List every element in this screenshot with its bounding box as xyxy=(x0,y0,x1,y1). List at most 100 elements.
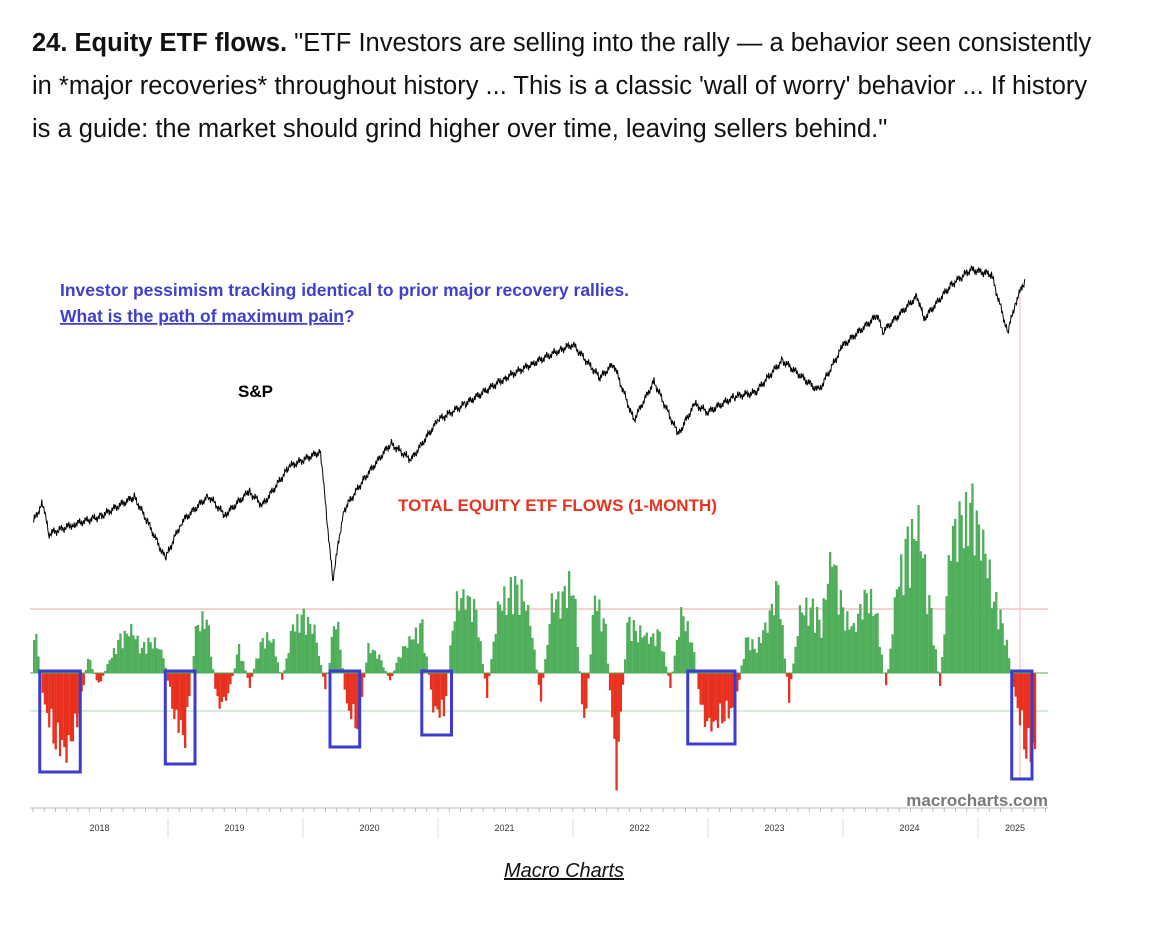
inflow-bar xyxy=(527,605,530,673)
inflow-bar xyxy=(119,633,122,673)
inflow-bar xyxy=(984,553,987,673)
outflow-bar xyxy=(1018,673,1022,726)
outflow-bar xyxy=(432,673,435,713)
inflow-bar xyxy=(854,632,858,673)
inflow-bar xyxy=(872,615,875,673)
inflow-bar xyxy=(755,652,758,673)
inflow-bar xyxy=(283,670,286,673)
inflow-bar xyxy=(591,615,594,673)
inflow-bar xyxy=(194,626,198,673)
inflow-bar xyxy=(516,584,519,673)
inflow-bar xyxy=(576,647,579,673)
inflow-bar xyxy=(863,589,866,673)
inflow-bar xyxy=(106,664,109,673)
inflow-bar xyxy=(1003,645,1006,673)
inflow-bar xyxy=(143,642,146,673)
inflow-bar xyxy=(574,599,577,673)
inflow-bar xyxy=(995,592,998,673)
inflow-bar xyxy=(158,649,161,673)
outflow-bar xyxy=(322,673,325,677)
inflow-bar xyxy=(520,579,523,673)
inflow-bar xyxy=(255,658,258,673)
outflow-bar xyxy=(56,673,59,723)
inflow-bar xyxy=(740,665,743,673)
inflow-bar xyxy=(928,595,931,673)
inflow-bar xyxy=(130,624,133,673)
highlight-box xyxy=(420,669,453,737)
inflow-bar xyxy=(306,617,310,673)
outflow-bar xyxy=(65,673,68,763)
outflow-bar xyxy=(1014,673,1017,697)
outflow-bar xyxy=(363,673,366,678)
inflow-bar xyxy=(410,639,413,673)
inflow-bar xyxy=(686,621,689,673)
outflow-bar xyxy=(177,673,180,733)
inflow-bar xyxy=(794,646,797,673)
inflow-bar xyxy=(108,660,111,673)
inflow-bar xyxy=(665,666,668,673)
inflow-bar xyxy=(805,597,808,673)
inflow-bar xyxy=(682,616,685,673)
inflow-bar xyxy=(598,599,601,673)
outflow-bar xyxy=(1020,673,1024,711)
x-tick-label: 2022 xyxy=(629,823,649,833)
inflow-bar xyxy=(330,637,333,673)
inflow-bar xyxy=(35,634,38,673)
inflow-bar xyxy=(272,639,275,673)
outflow-bar xyxy=(76,673,79,728)
inflow-bar xyxy=(749,650,752,673)
inflow-bar xyxy=(535,669,538,673)
inflow-bar xyxy=(876,613,879,673)
inflow-bar xyxy=(962,548,965,673)
inflow-bar xyxy=(199,631,202,673)
inflow-bar xyxy=(86,658,90,673)
inflow-bar xyxy=(509,577,512,673)
inflow-bar xyxy=(319,665,323,673)
highlight-box xyxy=(163,669,197,766)
inflow-bar xyxy=(889,648,892,673)
outflow-bar xyxy=(1023,673,1026,750)
inflow-bar xyxy=(266,632,269,673)
inflow-bar xyxy=(104,670,107,673)
inflow-bar xyxy=(373,650,377,673)
inflow-bar xyxy=(462,589,465,673)
inflow-bar xyxy=(393,670,396,673)
outflow-bar xyxy=(429,673,433,690)
outflow-bar xyxy=(445,673,448,696)
outflow-bar xyxy=(391,673,394,676)
inflow-bar xyxy=(796,636,799,673)
inflow-bar xyxy=(841,607,845,673)
inflow-bar xyxy=(975,510,978,673)
inflow-bar xyxy=(414,627,418,673)
inflow-bar xyxy=(134,639,137,673)
outflow-bar xyxy=(102,673,105,676)
inflow-bar xyxy=(125,633,129,673)
inflow-bar xyxy=(367,643,370,673)
inflow-bar xyxy=(115,654,118,673)
inflow-bar xyxy=(600,631,603,673)
inflow-bar xyxy=(759,643,763,673)
watermark: macrocharts.com xyxy=(906,791,1048,810)
inflow-bar xyxy=(626,622,629,673)
inflow-bar xyxy=(639,625,642,673)
inflow-bar xyxy=(910,519,914,673)
inflow-bar xyxy=(693,652,696,673)
inflow-bar xyxy=(192,656,195,673)
inflow-bar xyxy=(492,641,495,673)
caption-link[interactable]: Macro Charts xyxy=(503,860,625,882)
inflow-bar xyxy=(878,646,881,673)
inflow-bar xyxy=(846,611,849,673)
inflow-bar xyxy=(688,642,691,673)
inflow-bar xyxy=(986,578,989,673)
outflow-bar xyxy=(703,673,707,728)
outflow-bar xyxy=(50,673,53,709)
inflow-bar xyxy=(971,483,974,673)
annotation-line-1: Investor pessimism tracking identical to… xyxy=(60,280,629,300)
inflow-bar xyxy=(533,649,536,673)
outflow-bar xyxy=(248,673,251,688)
inflow-bar xyxy=(296,614,299,673)
inflow-bar xyxy=(328,662,331,673)
inflow-bar xyxy=(376,658,379,673)
outflow-bar xyxy=(708,673,711,718)
